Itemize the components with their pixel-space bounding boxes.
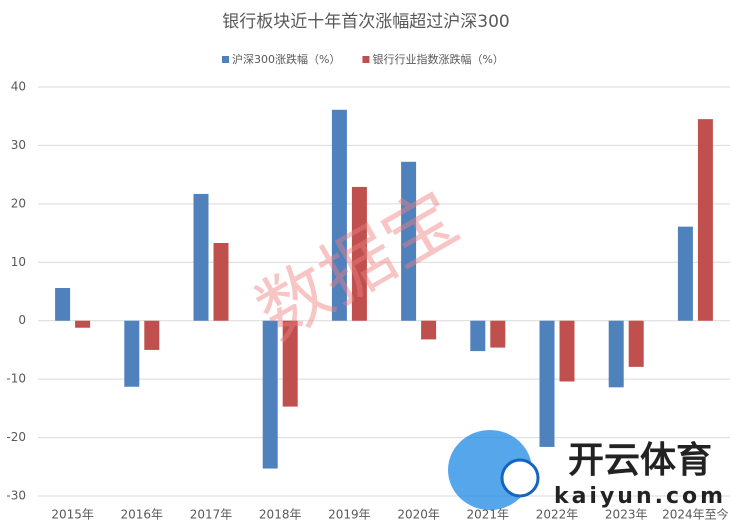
bar (559, 320, 575, 382)
bar (331, 109, 347, 321)
x-tick-label: 2018年 (259, 508, 302, 522)
y-tick-label: 10 (11, 255, 26, 269)
bar (490, 320, 506, 348)
y-tick-label: -20 (6, 430, 26, 444)
y-tick-label: 0 (18, 313, 26, 327)
bar (124, 320, 140, 387)
x-tick-label: 2024年至今 (662, 507, 729, 522)
y-tick-label: -10 (6, 372, 26, 386)
x-tick-label: 2022年 (536, 508, 579, 522)
logo-ball (500, 458, 540, 498)
y-tick-label: -30 (6, 489, 26, 503)
legend-swatch (222, 56, 229, 63)
bar (539, 320, 555, 447)
x-tick-label: 2017年 (190, 508, 233, 522)
bar (351, 186, 367, 321)
y-tick-label: 20 (11, 196, 26, 210)
bar (75, 320, 91, 328)
y-tick-label: 30 (11, 138, 26, 152)
bar (262, 320, 278, 469)
legend-label: 沪深300涨跌幅（%） (232, 52, 340, 66)
bar (628, 320, 644, 367)
bar (213, 243, 229, 321)
legend-label: 银行行业指数涨跌幅（%） (372, 52, 503, 66)
x-tick-label: 2016年 (121, 508, 164, 522)
x-tick-label: 2023年 (605, 508, 648, 522)
bar (608, 320, 624, 388)
legend-swatch (362, 56, 370, 63)
chart-title: 银行板块近十年首次涨幅超过沪深300 (222, 12, 509, 32)
bar (470, 320, 486, 352)
watermark: 开云体育 (568, 440, 712, 481)
x-tick-label: 2019年 (328, 508, 371, 522)
bar (282, 320, 298, 407)
bar (697, 119, 713, 321)
bar (677, 226, 693, 321)
y-tick-label: 40 (11, 80, 26, 94)
x-tick-label: 2020年 (397, 508, 440, 522)
x-tick-label: 2021年 (467, 508, 510, 522)
bar (421, 320, 437, 340)
bar (401, 161, 417, 321)
bar (55, 287, 71, 321)
watermark: kaiyun.com (554, 484, 726, 509)
bar (193, 193, 209, 321)
x-tick-label: 2015年 (51, 508, 94, 522)
bar (144, 320, 160, 350)
